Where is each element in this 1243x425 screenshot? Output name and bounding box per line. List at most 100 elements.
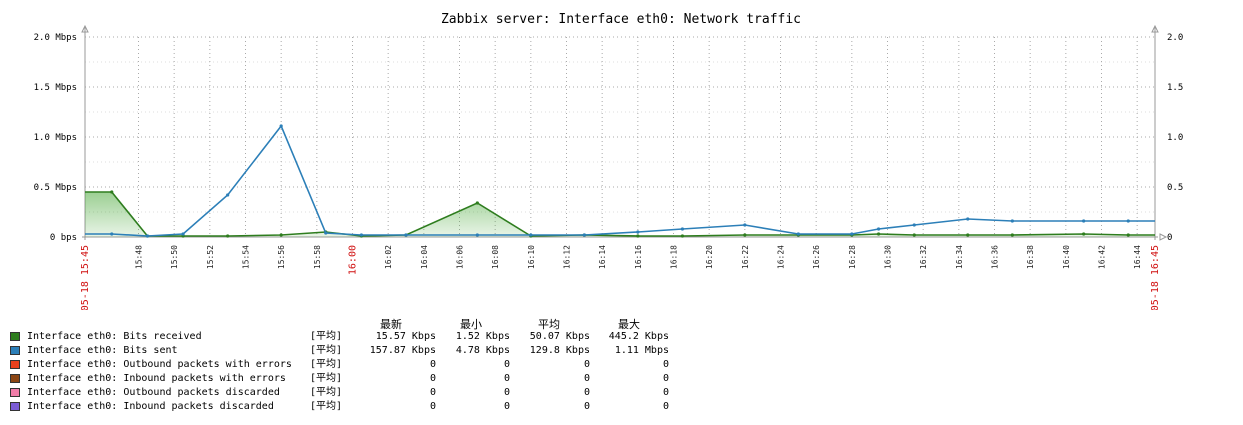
x-tick-label: 16:24 bbox=[777, 245, 786, 269]
legend-swatch bbox=[10, 360, 20, 369]
x-tick-label: 16:30 bbox=[884, 245, 893, 269]
legend-item-func: [平均] bbox=[310, 345, 343, 356]
legend-swatch bbox=[10, 388, 20, 397]
legend-value-last: 0 bbox=[429, 373, 436, 384]
x-tick-label: 16:22 bbox=[741, 245, 750, 269]
x-tick-label: 15:50 bbox=[170, 245, 179, 269]
x-tick-label: 16:26 bbox=[812, 245, 821, 269]
chart-title: Zabbix server: Interface eth0: Network t… bbox=[441, 12, 801, 27]
series-area-received bbox=[85, 192, 1155, 237]
x-tick-label: 16:06 bbox=[456, 245, 465, 269]
x-tick-label: 16:08 bbox=[491, 245, 500, 269]
point-sent bbox=[1126, 219, 1130, 223]
y-axis-arrow-right bbox=[1151, 24, 1159, 33]
y-tick-label-right: 0.5 bbox=[1167, 183, 1183, 193]
point-sent bbox=[181, 232, 185, 236]
legend-item-func: [平均] bbox=[310, 387, 343, 398]
legend-value-min: 0 bbox=[503, 387, 510, 398]
x-tick-label: 16:02 bbox=[384, 245, 393, 269]
legend-header-last: 最新 bbox=[380, 318, 402, 331]
legend-item-func: [平均] bbox=[310, 331, 343, 342]
legend-value-last: 0 bbox=[429, 359, 436, 370]
point-sent bbox=[145, 234, 150, 238]
legend-value-max: 0 bbox=[662, 373, 669, 384]
legend-value-max: 0 bbox=[662, 359, 669, 370]
point-sent bbox=[876, 227, 881, 231]
point-sent bbox=[796, 232, 800, 236]
point-received bbox=[680, 234, 685, 238]
x-tick-label: 15:54 bbox=[242, 245, 251, 269]
y-axis-left: 2.0 Mbps 1.5 Mbps 1.0 Mbps 0.5 Mbps 0 bps bbox=[34, 24, 89, 243]
point-sent bbox=[1082, 219, 1086, 223]
x-tick-label: 15:52 bbox=[206, 245, 215, 269]
y-tick-label-left: 1.5 Mbps bbox=[34, 83, 77, 93]
point-sent bbox=[529, 233, 533, 237]
legend-item-func: [平均] bbox=[310, 401, 343, 412]
legend-value-avg: 0 bbox=[583, 373, 590, 384]
legend-value-avg: 0 bbox=[583, 359, 590, 370]
legend-value-last: 0 bbox=[429, 387, 436, 398]
legend-swatch bbox=[10, 402, 20, 411]
series-layer bbox=[85, 124, 1155, 238]
point-sent bbox=[324, 231, 328, 235]
point-received bbox=[636, 234, 640, 238]
legend-item-name: Interface eth0: Outbound packets discard… bbox=[27, 387, 280, 398]
x-tick-label: 16:20 bbox=[705, 245, 714, 269]
point-sent bbox=[475, 233, 479, 237]
x-tick-label: 16:04 bbox=[420, 245, 429, 269]
x-tick-label: 16:34 bbox=[955, 245, 964, 269]
x-tick-label: 16:10 bbox=[527, 245, 536, 269]
point-received bbox=[966, 233, 970, 237]
grid bbox=[85, 36, 1155, 237]
legend-value-max: 0 bbox=[662, 401, 669, 412]
y-tick-label-left: 1.0 Mbps bbox=[34, 133, 77, 143]
legend-item-func: [平均] bbox=[310, 359, 343, 370]
legend-header-avg: 平均 bbox=[538, 318, 560, 331]
point-received bbox=[1082, 232, 1086, 236]
point-sent bbox=[912, 223, 916, 227]
legend-item-name: Interface eth0: Bits sent bbox=[27, 345, 178, 356]
point-sent bbox=[680, 227, 685, 231]
x-tick-label: 16:40 bbox=[1062, 245, 1071, 269]
x-tick-label: 16:18 bbox=[670, 245, 679, 269]
legend-item-name: Interface eth0: Bits received bbox=[27, 331, 202, 342]
legend-item-name: Interface eth0: Inbound packets discarde… bbox=[27, 401, 274, 412]
x-tick-label: 16:12 bbox=[563, 245, 572, 269]
y-tick-label-left: 2.0 Mbps bbox=[34, 33, 77, 43]
x-start-label: 05-18 15:45 bbox=[80, 245, 91, 310]
legend-item-name: Interface eth0: Inbound packets with err… bbox=[27, 373, 286, 384]
point-received bbox=[876, 232, 881, 236]
point-sent bbox=[404, 233, 408, 237]
legend-value-max: 0 bbox=[662, 387, 669, 398]
x-end-label: 05-18 16:45 bbox=[1150, 245, 1161, 310]
y-tick-label-left: 0 bps bbox=[50, 233, 77, 243]
x-tick-label: 16:14 bbox=[598, 245, 607, 269]
legend-value-avg: 129.8 Kbps bbox=[529, 345, 590, 356]
legend-value-last: 157.87 Kbps bbox=[369, 345, 436, 356]
point-received bbox=[279, 233, 283, 237]
legend-item: Interface eth0: Inbound packets discarde… bbox=[10, 400, 710, 414]
legend-header-max: 最大 bbox=[618, 318, 640, 331]
legend-value-min: 0 bbox=[503, 401, 510, 412]
series-line-sent bbox=[85, 124, 1155, 237]
point-received bbox=[743, 233, 747, 237]
x-tick-label: 16:38 bbox=[1026, 245, 1035, 269]
legend-value-max: 445.2 Kbps bbox=[608, 331, 669, 342]
legend-value-min: 0 bbox=[503, 373, 510, 384]
point-sent bbox=[1010, 219, 1014, 223]
point-received bbox=[1126, 233, 1130, 237]
legend-item-func: [平均] bbox=[310, 373, 343, 384]
legend-swatch bbox=[10, 374, 20, 383]
y-tick-label-right: 1.0 bbox=[1167, 133, 1183, 143]
legend-item: Interface eth0: Outbound packets discard… bbox=[10, 386, 710, 400]
legend-value-last: 15.57 Kbps bbox=[375, 331, 436, 342]
point-received bbox=[110, 190, 114, 194]
legend-value-min: 4.78 Kbps bbox=[455, 345, 510, 356]
point-sent bbox=[582, 233, 586, 237]
point-received bbox=[912, 233, 916, 237]
legend-value-max: 1.11 Mbps bbox=[614, 345, 669, 356]
x-tick-label: 16:42 bbox=[1098, 245, 1107, 269]
legend-value-min: 1.52 Kbps bbox=[455, 331, 510, 342]
point-sent bbox=[743, 223, 747, 227]
y-tick-label-right: 0 bbox=[1167, 233, 1172, 243]
